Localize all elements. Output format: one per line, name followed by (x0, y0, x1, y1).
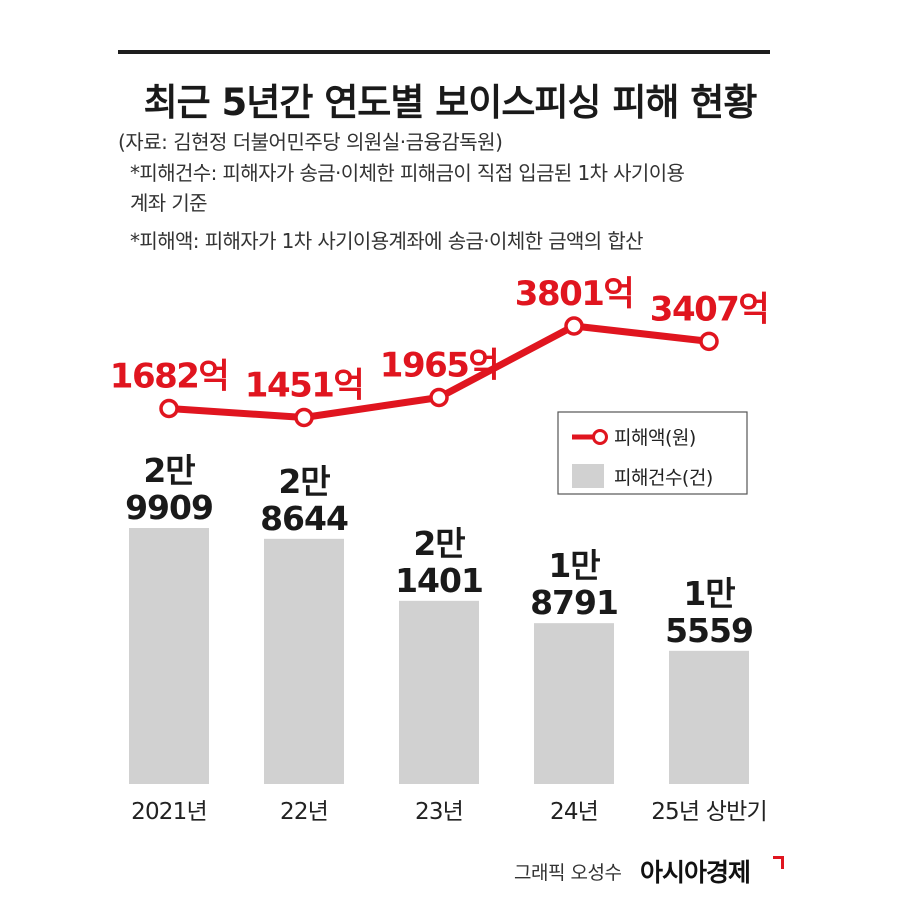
bar-1 (264, 538, 344, 784)
bar-3 (534, 623, 614, 784)
brand-logo: 아시아경제 (640, 858, 751, 887)
amount-label-1: 1451억 (245, 366, 363, 406)
legend: 피해액(원) 피해건수(건) (557, 411, 748, 495)
amount-point-2 (429, 387, 449, 408)
amount-point-0 (159, 398, 179, 419)
amount-point-3 (564, 316, 584, 336)
legend-count-label: 피해건수(건) (614, 467, 713, 489)
count-label-top-1: 2만 (278, 462, 330, 501)
count-label-top-3: 1만 (548, 546, 600, 585)
legend-bar-swatch (572, 464, 604, 488)
legend-amount-label: 피해액(원) (614, 427, 696, 449)
category-tick-3: 24년 (550, 799, 598, 825)
amount-point-4 (699, 331, 719, 352)
count-label-bottom-3: 8791 (530, 583, 618, 622)
count-label-bottom-0: 9909 (125, 488, 213, 527)
note-count-line2: 계좌 기준 (130, 191, 208, 215)
bar-4 (669, 650, 749, 784)
amount-label-4: 3407억 (650, 289, 768, 329)
category-tick-0: 2021년 (131, 799, 207, 825)
note-amount: *피해액: 피해자가 1차 사기이용계좌에 송금·이체한 금액의 합산 (130, 229, 644, 253)
top-rule (118, 50, 770, 54)
amount-label-2: 1965억 (380, 345, 498, 385)
bar-0 (129, 528, 209, 784)
count-label-bottom-4: 5559 (665, 611, 753, 650)
bar-2 (399, 600, 479, 784)
labels-layer: 2만99092021년2만864422년2만140123년1만879124년1만… (110, 274, 770, 825)
category-tick-4: 25년 상반기 (651, 799, 767, 825)
amount-label-0: 1682억 (110, 357, 228, 397)
source-note: (자료: 김현정 더불어민주당 의원실·금융감독원) (118, 130, 503, 154)
line-layer (159, 316, 719, 428)
category-tick-1: 22년 (280, 799, 328, 825)
count-label-top-2: 2만 (413, 524, 465, 563)
graphic-credit: 그래픽 오성수 (514, 862, 622, 884)
count-label-top-0: 2만 (143, 451, 195, 490)
amount-point-1 (294, 407, 314, 428)
legend-marker-icon (592, 429, 608, 445)
count-label-bottom-2: 1401 (395, 561, 483, 600)
note-count-line1: *피해건수: 피해자가 송금·이체한 피해금이 직접 입금된 1차 사기이용 (130, 161, 685, 185)
bars-layer (129, 528, 749, 784)
count-label-bottom-1: 8644 (260, 499, 348, 538)
amount-label-3: 3801억 (515, 274, 633, 314)
count-label-top-4: 1만 (683, 574, 735, 613)
chart-title: 최근 5년간 연도별 보이스피싱 피해 현황 (143, 81, 758, 124)
brand-mark-icon (773, 856, 784, 869)
category-tick-2: 23년 (415, 799, 463, 825)
